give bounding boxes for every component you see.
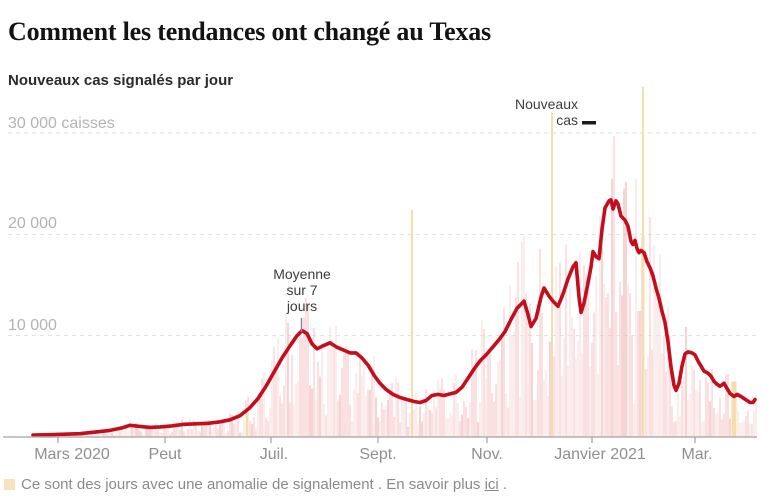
x-axis-label-1: Peut (148, 446, 182, 463)
annotation-seven-day-average: Moyenne sur 7 jours (273, 266, 331, 314)
anomaly-legend-swatch (4, 479, 15, 490)
x-axis-label-4: Nov. (471, 446, 503, 463)
annotation-new-cases: Nouveaux cas (514, 96, 578, 128)
y-axis-label-10000: 10 000 (8, 317, 57, 334)
page-title: Comment les tendances ont changé au Texa… (8, 17, 491, 47)
x-axis-label-6: Mar. (681, 446, 713, 463)
x-axis-label-0: Mars 2020 (34, 446, 110, 463)
learn-more-link[interactable]: ici (484, 476, 499, 493)
chart-subtitle: Nouveaux cas signalés par jour (8, 72, 234, 89)
y-axis-label-30000: 30 000 caisses (8, 115, 115, 132)
footnote-period: . (498, 476, 508, 493)
y-axis-label-20000: 20 000 (8, 215, 57, 232)
x-axis-label-2: Juil. (259, 446, 289, 463)
x-axis-label-5: Janvier 2021 (554, 446, 646, 463)
legend-footnote: Ce sont des jours avec une anomalie de s… (4, 476, 764, 493)
x-axis-label-3: Sept. (359, 446, 397, 463)
footnote-text: Ce sont des jours avec une anomalie de s… (21, 476, 485, 493)
